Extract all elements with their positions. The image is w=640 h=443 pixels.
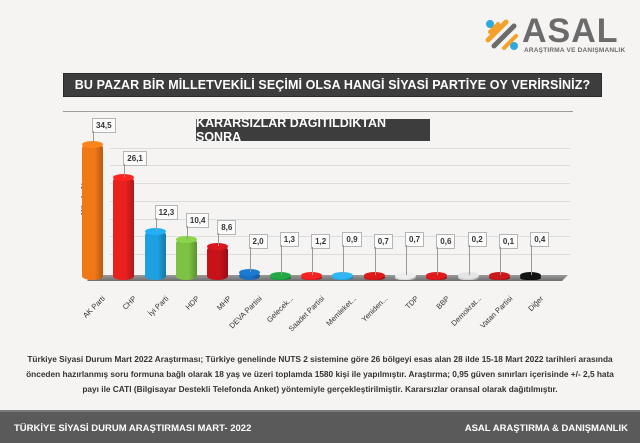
- leader-line: [531, 245, 533, 275]
- category-label: Vatan Partisi: [478, 294, 515, 331]
- category-label: Memleket...: [323, 294, 358, 328]
- bar-0: [82, 140, 103, 280]
- value-label: 12,3: [154, 205, 179, 221]
- category-label: Diğer: [526, 294, 546, 314]
- chart-subtitle: KARARSIZLAR DAĞITILDIKTAN SONRA: [196, 116, 430, 144]
- bar-5: [238, 269, 260, 280]
- leader-line: [218, 233, 220, 247]
- leader-line: [312, 247, 314, 275]
- bar-11: [426, 272, 448, 280]
- value-label: 0,6: [436, 234, 456, 249]
- leader-line: [124, 163, 126, 177]
- footer-right-text: ASAL ARAŞTIRMA & DANIŞMANLIK: [464, 423, 628, 434]
- bar-13: [488, 272, 510, 280]
- bar-3: [175, 235, 197, 280]
- logo-text: ASAL: [522, 12, 619, 50]
- leader-line: [406, 245, 407, 275]
- value-label: 26,1: [123, 150, 147, 166]
- bar-14: [520, 272, 542, 280]
- leader-line: [155, 218, 157, 232]
- category-label: MHP: [214, 294, 233, 313]
- leader-line: [249, 247, 251, 273]
- gridline: [110, 236, 570, 238]
- gridline: [110, 200, 570, 202]
- bar-7: [301, 272, 323, 280]
- leader-line: [186, 225, 188, 239]
- leader-line: [93, 130, 94, 144]
- value-label: 0,7: [373, 234, 393, 249]
- value-label: 0,9: [342, 232, 362, 247]
- category-label: İyi Parti: [145, 294, 170, 319]
- bar-4: [207, 243, 229, 280]
- logo-mark-icon: [485, 19, 518, 50]
- value-label: 1,3: [279, 232, 299, 247]
- bar-10: [395, 272, 416, 280]
- divider: [63, 111, 573, 112]
- gridline: [110, 183, 570, 185]
- leader-line: [374, 247, 376, 275]
- gridline: [110, 165, 570, 167]
- gridline: [110, 254, 570, 256]
- logo-subtitle: ARAŞTIRMA VE DANIŞMANLIK: [524, 47, 626, 54]
- leader-line: [468, 245, 470, 275]
- value-label: 10,4: [185, 212, 210, 228]
- category-label: BBP: [434, 294, 452, 311]
- value-label: 0,2: [467, 232, 487, 247]
- leader-line: [343, 245, 345, 275]
- leader-line: [499, 247, 501, 275]
- category-label: TDP: [403, 294, 421, 311]
- value-label: 34,5: [92, 117, 116, 133]
- bar-2: [144, 228, 166, 280]
- bar-8: [332, 272, 354, 280]
- asal-logo: ASAL ARAŞTIRMA VE DANIŞMANLIK: [484, 12, 634, 58]
- value-label: 2,0: [248, 234, 268, 249]
- category-label: AK Parti: [81, 294, 108, 320]
- category-label: Yeniden...: [359, 294, 390, 324]
- category-label: CHP: [121, 294, 139, 312]
- value-label: 0,1: [498, 234, 519, 249]
- bar-9: [363, 272, 385, 280]
- value-label: 8,6: [217, 220, 237, 236]
- methodology-notes: Türkiye Siyasi Durum Mart 2022 Araştırma…: [26, 354, 614, 394]
- footer-bar: TÜRKİYE SİYASİ DURUM ARAŞTIRMASI MART- 2…: [0, 410, 640, 443]
- leader-line: [437, 247, 439, 275]
- chart-title: BU PAZAR BİR MİLLETVEKİLİ SEÇİMİ OLSA HA…: [63, 73, 602, 97]
- bar-12: [457, 272, 479, 280]
- bar-6: [269, 271, 291, 280]
- category-label: Gelecek...: [264, 294, 296, 325]
- value-label: 1,2: [311, 234, 331, 249]
- value-label: 0,7: [405, 232, 425, 247]
- gridline: [110, 218, 570, 220]
- value-label: 0,4: [530, 232, 550, 247]
- bar-1: [113, 173, 135, 280]
- leader-line: [280, 245, 282, 275]
- gridline: [110, 147, 570, 149]
- footer-left-text: TÜRKİYE SİYASİ DURUM ARAŞTIRMASI MART- 2…: [14, 423, 252, 434]
- category-label: HDP: [183, 294, 202, 312]
